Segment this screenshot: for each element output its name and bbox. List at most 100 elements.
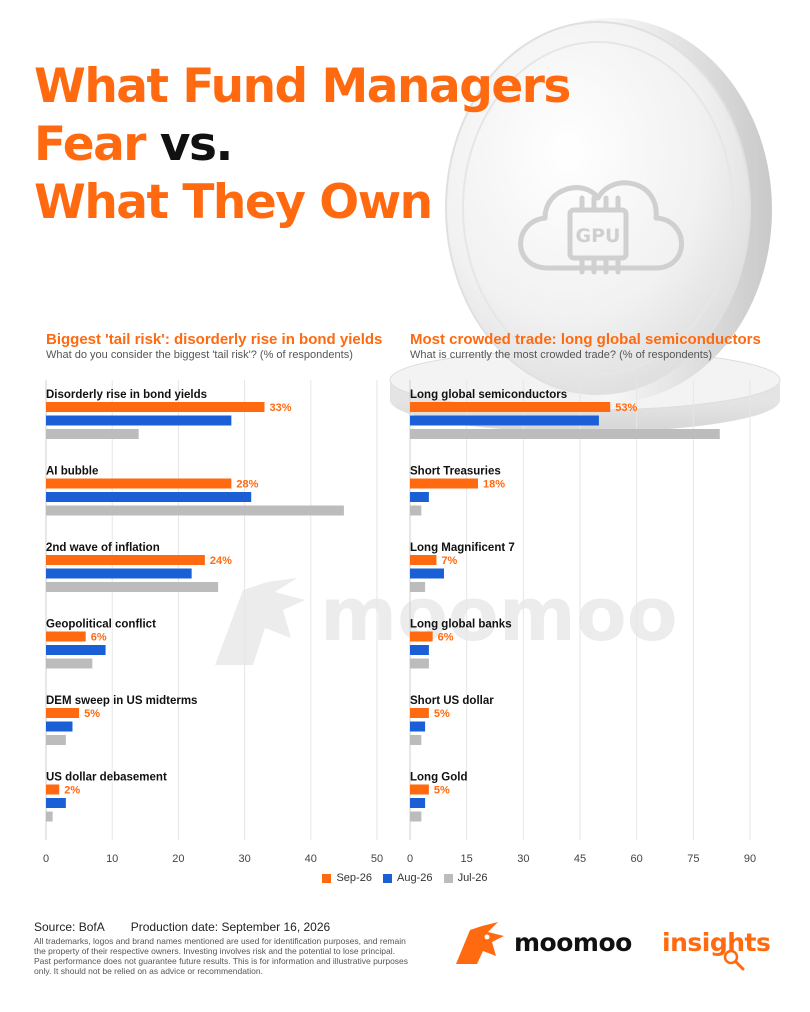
left-value-label-0: 33% [269,402,291,414]
right-tick-label-90: 90 [744,853,756,865]
brand-name: moomoo [514,928,632,957]
right-value-label-5: 5% [434,785,450,797]
left-chart-plot: 0 10 20 30 40 50 Disorderly rise in bond yield… [43,380,383,865]
chart-legend: Sep-26 Aug-26 Jul-26 [0,872,810,886]
left-chart-subtitle: What do you consider the biggest 'tail r… [46,349,353,361]
brand-logo: moomoo insights [452,918,782,974]
bull-logo-watermark-icon [215,578,305,665]
left-bar-aug-3 [46,645,106,655]
right-value-label-3: 6% [438,632,454,644]
left-bar-aug-1 [46,492,252,502]
legend-swatch-jul [443,873,453,883]
legend-label-sep: Sep-26 [336,872,372,884]
right-bar-jul-3 [410,658,429,669]
source-line: Source: BofA Production date: September 1… [34,920,330,934]
right-tick-label-30: 30 [517,853,529,865]
right-bar-aug-2 [410,568,444,579]
left-bar-aug-2 [46,568,192,579]
right-category-label-3: Long global banks [410,619,512,631]
left-value-label-4: 5% [84,708,100,720]
left-tick-label-20: 20 [172,853,184,865]
right-value-label-4: 5% [434,708,450,720]
right-value-label-0: 53% [615,402,637,414]
right-bar-aug-0 [410,415,599,426]
title-line-3: What They Own [34,175,433,230]
brand-insights: insights [662,928,771,957]
legend-label-aug: Aug-26 [397,872,433,884]
left-value-label-1: 28% [236,479,258,491]
left-category-label-5: US dollar debasement [46,772,167,784]
title-fear: Fear [34,117,146,172]
left-bar-sep-0 [46,402,265,412]
left-bar-jul-5 [46,811,53,822]
left-value-label-2: 24% [210,555,232,567]
left-bar-aug-4 [46,721,73,732]
left-bar-aug-5 [46,798,66,808]
source-text: Source: BofA [34,920,105,934]
legend-label-jul: Jul-26 [457,872,488,884]
right-bar-sep-5 [410,784,429,795]
right-bar-jul-1 [410,505,422,516]
right-tick-label-45: 45 [574,853,586,865]
left-bar-sep-1 [46,478,232,489]
right-bar-aug-4 [410,721,426,732]
legend-item-jul: Jul-26 [443,872,488,884]
right-tick-label-15: 15 [461,853,473,865]
right-bar-sep-3 [410,631,433,642]
right-bar-aug-3 [410,645,429,655]
right-category-label-5: Long Gold [410,772,467,784]
right-bar-sep-2 [410,555,437,565]
left-category-label-1: AI bubble [46,466,98,478]
legend-swatch-sep [322,873,332,883]
bull-logo-icon [456,922,504,964]
right-value-label-2: 7% [441,555,457,567]
legend-item-sep: Sep-26 [322,872,372,884]
left-bar-aug-0 [46,415,232,426]
left-tick-label-10: 10 [106,853,118,865]
right-bar-sep-1 [410,478,478,489]
title-line-1: What Fund Managers [34,59,571,114]
right-value-label-1: 18% [483,479,505,491]
right-category-label-2: Long Magnificent 7 [410,542,515,554]
right-category-label-1: Short Treasuries [410,466,501,478]
title-vs: vs. [159,117,233,172]
left-category-label-0: Disorderly rise in bond yields [46,389,207,401]
left-bar-sep-2 [46,555,205,565]
left-value-label-3: 6% [91,632,107,644]
left-category-label-3: Geopolitical conflict [46,619,156,631]
right-category-label-4: Short US dollar [410,695,494,707]
right-bar-aug-1 [410,492,429,502]
left-bar-jul-1 [46,505,344,516]
right-tick-label-60: 60 [631,853,643,865]
main-title: What Fund Managers Fear vs. What They Ow… [34,58,571,232]
right-chart-subtitle: What is currently the most crowded trade… [410,349,713,361]
legend-swatch-aug [383,873,393,883]
right-category-label-0: Long global semiconductors [410,389,567,401]
right-bar-jul-5 [410,811,422,822]
left-bar-sep-3 [46,631,86,642]
left-category-label-4: DEM sweep in US midterms [46,695,197,707]
right-tick-label-0: 0 [407,853,413,865]
left-tick-label-40: 40 [305,853,317,865]
right-bar-sep-0 [410,402,611,412]
right-bar-sep-4 [410,708,429,718]
right-bar-jul-2 [410,582,426,592]
right-bar-jul-0 [410,429,720,439]
left-tick-label-0: 0 [43,853,49,865]
moomoo-watermark: moomoo [215,572,678,665]
right-chart-plot: 0 15 30 45 60 75 90 Long global semiconductors 5… [407,380,756,865]
left-bar-jul-3 [46,658,93,669]
right-chart-title: Most crowded trade: long global semicond… [410,331,761,348]
watermark-text: moomoo [320,572,678,658]
left-tick-label-50: 50 [371,853,383,865]
left-bar-sep-5 [46,784,60,795]
legend-item-aug: Aug-26 [383,872,433,884]
left-bar-jul-0 [46,429,139,439]
right-bar-aug-5 [410,798,426,808]
left-category-label-2: 2nd wave of inflation [46,542,160,554]
left-bar-jul-2 [46,582,219,592]
right-bar-jul-4 [410,735,422,745]
left-tick-label-30: 30 [238,853,250,865]
disclaimer: All trademarks, logos and brand names me… [34,936,409,976]
left-bar-jul-4 [46,735,66,745]
